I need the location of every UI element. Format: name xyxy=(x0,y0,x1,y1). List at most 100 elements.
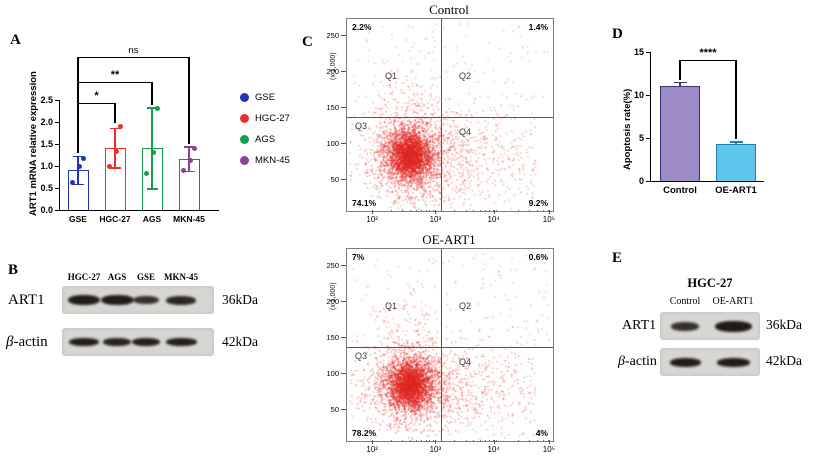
quadrant-label-q2: Q2 xyxy=(459,71,472,81)
panel-b: B HGC-27 AGS GSE MKN-45 ART1 36kDa β-actin … xyxy=(0,240,296,380)
flow-x-minor-tick xyxy=(402,440,404,442)
flow-x-minor-tick xyxy=(473,210,475,212)
y-tick xyxy=(55,144,59,146)
y-tick-label: 2.5 xyxy=(40,95,53,105)
flow-x-tick-label: 10³ xyxy=(429,215,442,224)
flow-x-tick-label: 10⁴ xyxy=(487,445,500,454)
flow-x-minor-tick xyxy=(421,210,423,212)
error-cap-bottom-GSE xyxy=(72,183,84,186)
panel-e-actin-size: 42kDa xyxy=(766,353,802,368)
x-label-GSE: GSE xyxy=(69,214,87,224)
flow-x-tick xyxy=(493,440,495,444)
flow-x-minor-tick xyxy=(479,440,481,442)
protein-band xyxy=(69,338,99,346)
sig-arm xyxy=(114,103,116,124)
flow-plot-control: Control (x 1,000) Q1 Q2 Q3 Q4 2.2% 1.4% 74.1% 9… xyxy=(300,2,562,230)
error-cap-bottom-MKN-45 xyxy=(183,170,195,173)
error-bar-GSE xyxy=(77,156,79,185)
legend-dot xyxy=(240,135,249,144)
panel-e-actin-blot xyxy=(660,348,760,376)
protein-band xyxy=(714,320,752,332)
flow-plot-frame: Q1 Q2 Q3 Q4 7% 0.6% 78.2% 4% xyxy=(346,248,554,442)
x-label-MKN-45: MKN-45 xyxy=(173,214,205,224)
data-point xyxy=(76,164,82,170)
flow-x-minor-tick xyxy=(410,210,412,212)
flow-x-minor-tick xyxy=(547,210,549,212)
panel-e-lane-headers: Control OE-ART1 xyxy=(598,296,825,308)
flow-x-minor-tick xyxy=(528,210,530,212)
sig-label: ns xyxy=(128,45,139,56)
panel-a-bar-chart: 0.0 0.5 1.0 1.5 2.0 2.5 GSE HGC-27 AGS MKN-45 * ** n… xyxy=(2,8,296,240)
data-point xyxy=(113,149,119,155)
error-cap-top-HGC-27 xyxy=(109,127,121,130)
flow-x-tick-label: 10⁴ xyxy=(487,215,500,224)
flow-x-minor-tick xyxy=(547,440,549,442)
data-point xyxy=(150,150,156,156)
panel-e-actin-label: β-actin xyxy=(618,354,657,369)
error-bar-OE-ART1 xyxy=(735,141,737,144)
protein-band xyxy=(132,338,160,346)
flow-y-tick-label: 150 xyxy=(326,332,339,342)
data-point xyxy=(180,167,186,173)
flow-y-tick-label: 150 xyxy=(326,102,339,112)
legend-dot xyxy=(240,93,249,102)
protein-band xyxy=(100,295,134,305)
data-point xyxy=(187,158,193,164)
quadrant-label-q4: Q4 xyxy=(459,357,472,367)
y-tick xyxy=(646,138,650,140)
data-point xyxy=(80,155,86,161)
x-axis xyxy=(650,181,764,183)
sig-label: ** xyxy=(110,69,120,81)
sig-line xyxy=(78,82,152,84)
protein-band xyxy=(671,321,699,331)
sig-line xyxy=(680,60,736,62)
error-bar-Control xyxy=(679,82,681,86)
sig-label: **** xyxy=(699,47,717,59)
x-label-Control: Control xyxy=(663,185,697,196)
y-tick-label: 5 xyxy=(638,133,644,143)
error-cap-top-OE-ART1 xyxy=(729,141,743,143)
quadrant-hline xyxy=(347,117,553,118)
pct-q2: 0.6% xyxy=(528,252,548,262)
y-axis xyxy=(650,52,652,182)
flow-x-tick xyxy=(435,210,437,214)
flow-x-tick xyxy=(435,440,437,444)
protein-band xyxy=(166,295,196,305)
y-tick-label: 2.0 xyxy=(40,117,53,127)
sig-line xyxy=(78,103,115,105)
panel-a-label: A xyxy=(10,32,21,48)
panel-a-legend: GSE HGC-27 AGS MKN-45 xyxy=(240,92,296,188)
legend-dot xyxy=(240,114,249,123)
quadrant-vline xyxy=(441,19,442,211)
flow-x-tick-label: 10⁵ xyxy=(542,445,556,454)
protein-band xyxy=(68,295,100,305)
flow-y-tick xyxy=(341,264,346,266)
error-cap-top-GSE xyxy=(72,155,84,158)
flow-dot-cloud xyxy=(347,19,553,211)
flow-y-tick xyxy=(341,70,346,72)
flow-y-tick xyxy=(341,142,346,144)
error-bar-AGS xyxy=(151,107,153,189)
flow-x-minor-tick xyxy=(429,210,431,212)
flow-y-tick xyxy=(341,336,346,338)
flow-oe-title: OE-ART1 xyxy=(422,232,476,247)
lane-header-AGS: AGS xyxy=(107,272,127,282)
flow-y-tick-label: 200 xyxy=(326,66,339,76)
panel-b-label: B xyxy=(8,262,19,278)
pct-q3: 78.2% xyxy=(352,428,377,438)
flow-x-minor-tick xyxy=(465,210,467,212)
flow-y-tick xyxy=(341,178,346,180)
flow-plot-oe-art1: OE-ART1 (x 1,000) Q1 Q2 Q3 Q4 7% 0.6% 78.2% 4% 5… xyxy=(300,232,562,460)
data-point xyxy=(143,171,149,177)
flow-x-tick xyxy=(548,440,550,444)
flow-x-tick-label: 10² xyxy=(366,215,378,224)
flow-x-tick-label: 10² xyxy=(366,445,378,454)
quadrant-hline xyxy=(347,347,553,348)
flow-x-minor-tick xyxy=(542,210,544,212)
data-point xyxy=(106,163,112,169)
protein-band xyxy=(133,295,159,305)
flow-x-minor-tick xyxy=(425,440,427,442)
sig-label: * xyxy=(94,90,99,102)
panel-b-lane-headers: HGC-27 AGS GSE MKN-45 xyxy=(0,272,296,284)
quadrant-label-q1: Q1 xyxy=(385,301,398,311)
